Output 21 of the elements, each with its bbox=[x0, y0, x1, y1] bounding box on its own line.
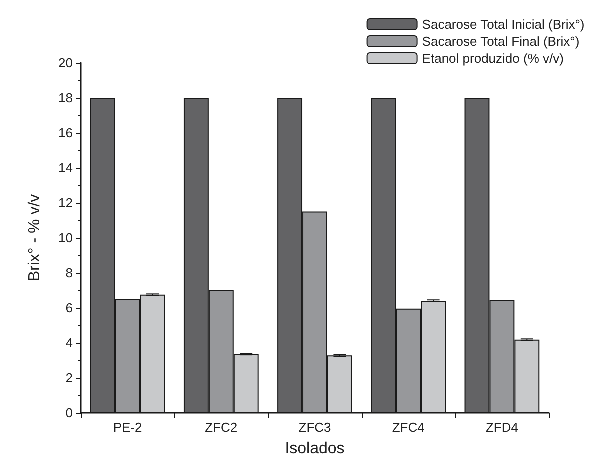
y-tick-label: 6 bbox=[66, 300, 73, 316]
x-tick-label: ZFC2 bbox=[205, 420, 238, 435]
legend-label: Sacarose Total Inicial (Brix°) bbox=[422, 17, 585, 32]
y-tick-label: 4 bbox=[66, 336, 73, 350]
y-tick-label: 18 bbox=[58, 90, 73, 106]
x-axis-title: Isolados bbox=[285, 440, 345, 458]
y-tick-label: 10 bbox=[58, 230, 73, 246]
legend-label: Etanol produzido (% v/v) bbox=[422, 51, 564, 66]
y-tick-label: 14 bbox=[58, 160, 73, 176]
y-tick-label: 20 bbox=[58, 56, 73, 70]
y-tick-label: 0 bbox=[66, 406, 73, 420]
legend-label: Sacarose Total Final (Brix°) bbox=[422, 34, 580, 49]
x-tick-label: PE-2 bbox=[113, 420, 142, 435]
y-axis-title: Brix° - % v/v bbox=[26, 194, 44, 282]
y-tick-label: 2 bbox=[66, 370, 73, 386]
y-tick-label: 16 bbox=[58, 126, 73, 140]
y-tick-label: 12 bbox=[58, 196, 73, 210]
y-tick-label: 8 bbox=[66, 266, 73, 280]
x-tick-label: ZFC3 bbox=[298, 420, 332, 435]
x-tick-label: ZFD4 bbox=[486, 420, 518, 435]
x-tick-label: ZFC4 bbox=[392, 420, 425, 435]
